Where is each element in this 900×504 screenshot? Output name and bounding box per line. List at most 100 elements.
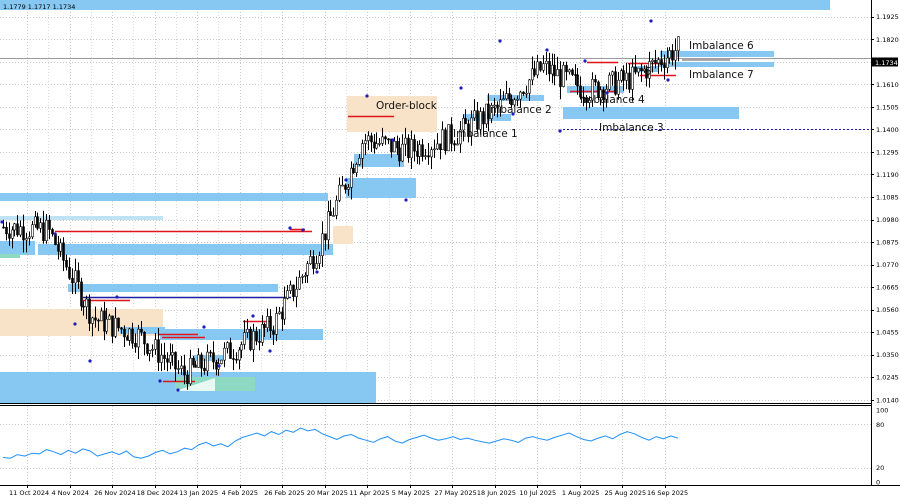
candle-body [215,361,218,370]
candle-body [94,317,97,321]
candle-body [324,233,327,241]
candle-body [576,74,579,87]
fractal-marker [73,322,77,326]
candle-body [131,328,134,344]
candle-body [479,111,482,130]
candle-body [134,342,137,348]
fractal-marker [365,94,369,98]
candle-body [651,59,654,62]
imbalance-2-label: Imbalance 2 [487,104,552,116]
candle-body [243,332,246,345]
candle-body [82,305,85,308]
candle-body [91,317,94,324]
time-tick-label: 11 Apr 2025 [349,489,389,497]
candle-body [105,318,108,332]
candle-body [585,97,588,103]
candle-body [266,316,269,329]
price-tick-label: 1.1820 [876,36,899,44]
candle-body [450,124,453,144]
time-tick-label: 20 Mar 2025 [307,489,348,497]
green-zone [0,254,20,258]
candle-body [367,135,370,141]
price-tick-label: 1.0665 [876,284,899,292]
candle-body [602,89,605,100]
candle-body [487,103,490,119]
candle-body [396,140,399,149]
candle-body [301,276,304,278]
candle-body [200,354,203,369]
candle-body [666,57,669,69]
candle-body [143,331,146,345]
candle-body [100,310,103,322]
candle-body [430,149,433,158]
price-tick-label: 1.0875 [876,239,899,247]
candle-body [148,350,151,354]
time-axis: 11 Oct 2024 4 Nov 2024 26 Nov 2024 18 Dec 2… [9,485,688,497]
order-block-label: Order-block [376,100,438,112]
fractal-marker [202,325,206,329]
candle-body [533,68,536,76]
candle-body [120,327,123,330]
candle-body [352,167,355,173]
candle-body [304,275,307,277]
time-tick-label: 4 Feb 2025 [222,489,258,497]
candle-body [548,60,551,75]
candle-body [545,60,548,64]
candle-body [467,123,470,137]
candle-body [625,72,628,81]
ohlc-header: 1.1779 1.1717 1.1734 [3,3,75,11]
imbalance-zone [0,216,163,220]
candle-body [11,229,14,239]
candle-body [462,118,465,131]
fractal-marker [288,226,292,230]
zone-cutout [175,378,215,391]
candle-body [622,70,625,81]
price-tick-label: 1.0245 [876,374,899,382]
candle-body [315,263,318,269]
candle-body [539,61,542,71]
candle-body [258,340,261,343]
candle-body [338,184,341,201]
candle-body [648,61,651,79]
candle-body [240,344,243,351]
candle-body [306,263,309,276]
candle-body [634,66,637,73]
candle-body [542,63,545,71]
candle-body [559,69,562,87]
candle-body [502,98,505,101]
candle-body [427,155,430,158]
price-tick-label: 1.1925 [876,13,899,21]
imbalance-zone [0,193,328,201]
fractal-marker [545,48,549,52]
imbalance-zone [160,329,323,340]
candle-body [180,365,183,369]
fractal-marker [605,91,609,95]
fractal-marker [404,198,408,202]
current-price-tag [872,57,898,67]
candle-body [628,72,631,90]
time-tick-label: 11 Oct 2024 [9,489,49,497]
candle-body [151,348,154,351]
imbalance-1-label: Imbalance 1 [453,128,518,140]
candle-body [28,236,31,239]
candle-body [513,99,516,106]
candle-body [286,290,289,299]
fractal-marker [391,138,395,142]
candle-body [108,315,111,320]
candle-body [611,71,614,76]
candle-body [174,352,177,370]
candle-body [88,298,91,324]
fractal-marker [301,228,305,232]
candle-body [516,98,519,101]
time-tick-label: 26 Nov 2024 [94,489,136,497]
current-price-value: 1.1734 [875,59,898,67]
candle-body [292,284,295,298]
candle-body [631,66,634,90]
candle-body [490,105,493,119]
candle-body [674,50,677,61]
fractal-marker [88,359,92,363]
candle-body [327,211,330,241]
candle-body [321,233,324,257]
